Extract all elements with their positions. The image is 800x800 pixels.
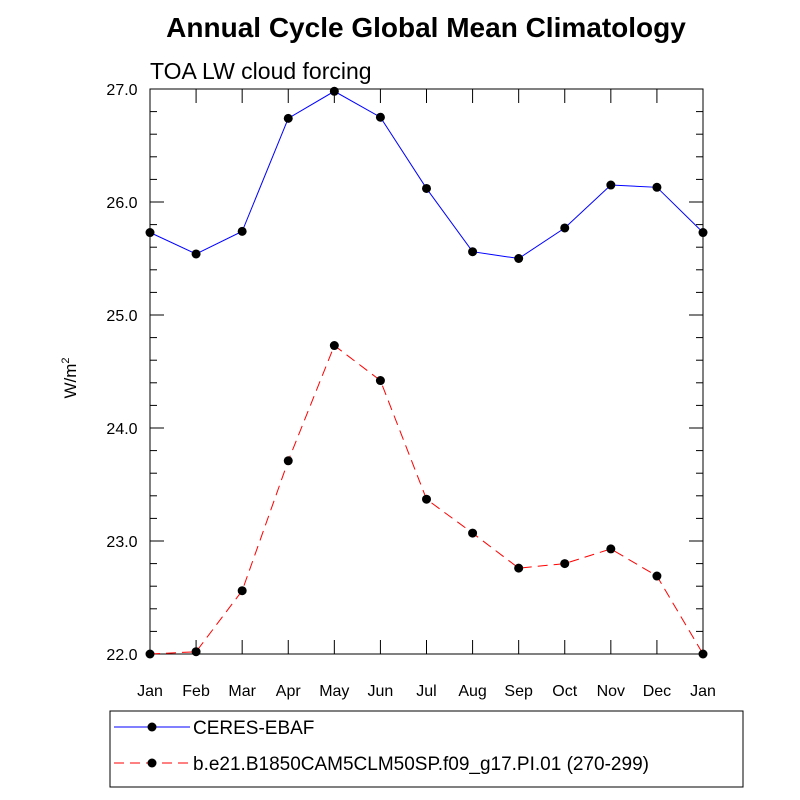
- series-1-point: [514, 254, 524, 263]
- series-1-point: [375, 112, 385, 122]
- series-2-point: [329, 341, 339, 351]
- series-2-point: [468, 528, 478, 538]
- y-tick-labels: 22.0 23.0 24.0 25.0 26.0 27.0: [106, 82, 137, 664]
- y-tick-label: 27.0: [106, 82, 137, 99]
- chart-subtitle: TOA LW cloud forcing: [150, 58, 372, 84]
- y-axis-label-superscript: 2: [60, 357, 72, 363]
- legend-label-1: CERES-EBAF: [193, 718, 314, 739]
- legend-label-2: b.e21.B1850CAM5CLM50SP.f09_g17.PI.01 (27…: [193, 754, 649, 775]
- y-tick-label: 23.0: [106, 534, 137, 551]
- series-2-point: [698, 649, 708, 659]
- x-tick-label: Mar: [228, 683, 256, 700]
- series-1-point: [422, 183, 431, 193]
- series-1-point: [191, 249, 201, 259]
- series-1-point: [237, 226, 247, 236]
- series-1-point: [468, 247, 478, 257]
- series-2-point: [145, 649, 155, 659]
- x-tick-label: Jun: [368, 683, 394, 700]
- series-layer: [145, 86, 708, 659]
- y-axis-label: W/m2: [60, 357, 80, 398]
- legend-frame: [109, 710, 744, 788]
- series-2-point: [606, 544, 616, 554]
- x-tick-label: Nov: [597, 683, 625, 700]
- series-2-point: [191, 647, 201, 657]
- x-tick-label: Jan: [137, 683, 163, 700]
- plot-area: 22.0 23.0 24.0 25.0 26.0 27.0 Jan Feb Mar Apr May…: [106, 82, 715, 700]
- series-2-point: [652, 571, 662, 581]
- x-tick-labels: Jan Feb Mar Apr May Jun Jul Aug Sep Oct Nov Dec Jan: [137, 683, 716, 700]
- series-1-point: [606, 180, 616, 190]
- x-tick-label: Sep: [504, 683, 533, 700]
- series-2-point: [422, 494, 431, 504]
- plot-frame: [149, 88, 704, 655]
- y-tick-label: 25.0: [106, 308, 137, 325]
- x-tick-label: Oct: [552, 683, 577, 700]
- x-tick-label: Apr: [276, 683, 302, 700]
- legend-items: CERES-EBAF b.e21.B1850CAM5CLM50SP.f09_g17…: [114, 718, 649, 775]
- y-tick-label: 24.0: [106, 421, 137, 438]
- axis-ticks: [149, 88, 704, 655]
- series-1-point: [652, 182, 662, 192]
- series-1-point: [698, 228, 708, 238]
- chart-title: Annual Cycle Global Mean Climatology: [166, 12, 686, 43]
- series-2-point: [283, 456, 293, 466]
- x-tick-label: Jan: [690, 683, 716, 700]
- x-tick-label: Feb: [182, 683, 210, 700]
- legend-marker-1: [147, 722, 157, 732]
- x-tick-label: Dec: [643, 683, 671, 700]
- series-2-point: [560, 559, 570, 569]
- y-tick-label: 22.0: [106, 647, 137, 664]
- legend: CERES-EBAF b.e21.B1850CAM5CLM50SP.f09_g17…: [109, 710, 744, 788]
- series-2-point: [514, 563, 524, 573]
- series-1-point: [329, 86, 339, 96]
- y-axis-label-text: W/m: [61, 364, 80, 399]
- series-1-point: [560, 223, 570, 233]
- legend-marker-2: [147, 758, 157, 768]
- series-1-point: [283, 113, 293, 123]
- series-line-1: [149, 90, 704, 260]
- series-2-point: [237, 586, 247, 596]
- y-tick-label: 26.0: [106, 195, 137, 212]
- x-tick-label: May: [319, 683, 349, 700]
- x-tick-label: Aug: [458, 683, 486, 700]
- series-2-point: [375, 376, 385, 386]
- x-tick-label: Jul: [416, 683, 436, 700]
- series-1-point: [145, 228, 155, 238]
